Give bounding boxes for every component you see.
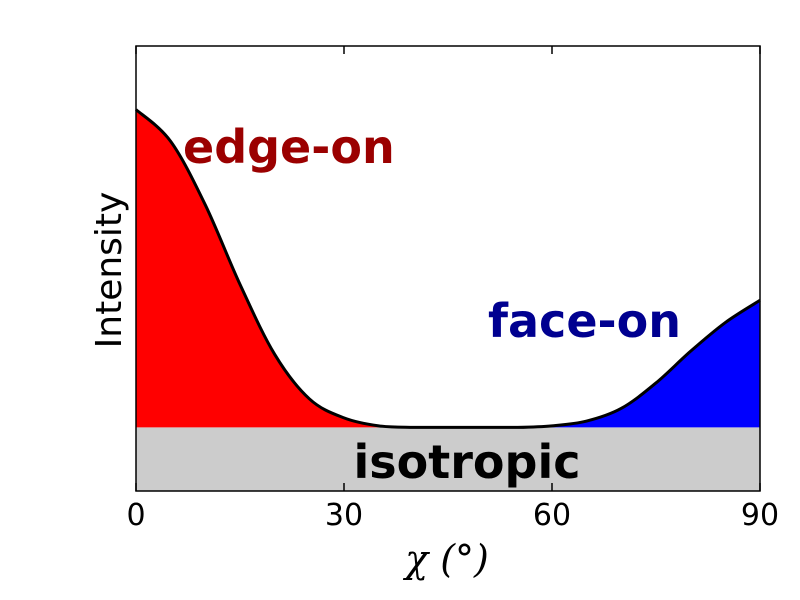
x-tick-label: 30 — [325, 498, 363, 533]
edge-on-area — [136, 109, 448, 428]
plot-frame — [135, 45, 761, 492]
isotropic-label: isotropic — [354, 435, 581, 489]
x-tick-label: 90 — [741, 498, 779, 533]
isotropic-band — [136, 427, 760, 491]
edge-on-label: edge-on — [183, 120, 395, 174]
x-axis-label: χ (°) — [402, 537, 489, 581]
x-tick-label: 0 — [126, 498, 145, 533]
face-on-area — [448, 300, 760, 428]
intensity-curve — [134, 108, 761, 429]
y-axis-label: Intensity — [89, 192, 130, 349]
x-tick-label: 60 — [533, 498, 571, 533]
face-on-label: face-on — [488, 294, 681, 348]
